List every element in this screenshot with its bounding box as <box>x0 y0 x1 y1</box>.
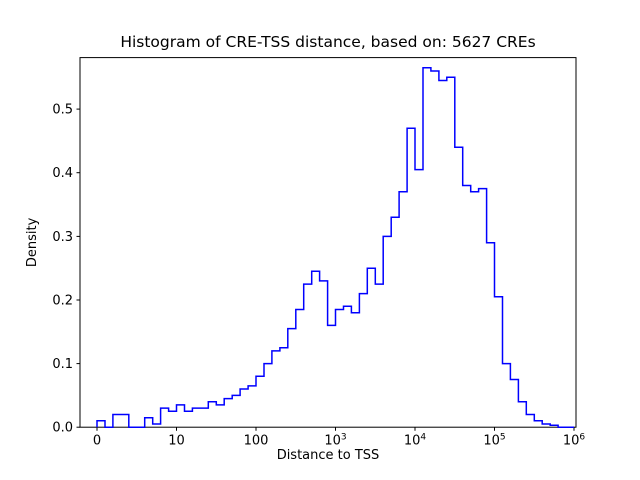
y-tick-label: 0.1 <box>52 357 73 372</box>
y-tick-label: 0.3 <box>52 230 73 245</box>
histogram-step-line <box>96 67 574 428</box>
ticks-layer: 0 10 100 103 104 105 106 0.0 0.1 0.2 0.3 0.4 0.5 <box>52 103 585 449</box>
chart-title: Histogram of CRE-TSS distance, based on:… <box>120 33 535 51</box>
y-tick-label: 0.4 <box>52 166 73 181</box>
x-tick-label: 100 <box>244 434 269 449</box>
x-tick-label: 106 <box>563 433 586 449</box>
y-axis-label: Density <box>25 217 40 267</box>
x-tick-label: 104 <box>404 433 427 449</box>
y-tick-label: 0.0 <box>52 421 73 436</box>
x-tick-label: 10 <box>168 434 185 449</box>
axes-spines <box>79 57 577 428</box>
y-tick-label: 0.2 <box>52 294 73 309</box>
x-axis-label: Distance to TSS <box>277 448 380 463</box>
x-tick-label: 0 <box>93 434 101 449</box>
y-tick-label: 0.5 <box>52 103 73 118</box>
x-tick-label: 103 <box>324 433 346 449</box>
x-tick-label: 105 <box>483 433 505 449</box>
series-layer <box>96 67 574 428</box>
